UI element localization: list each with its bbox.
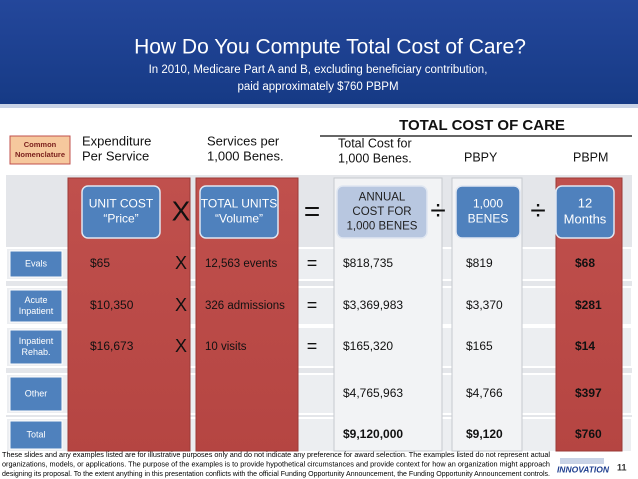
column-header: Per Service (82, 148, 149, 163)
pbpy: $165 (466, 339, 493, 353)
row-label: Inpatient (19, 336, 54, 346)
formula-text: UNIT COST (89, 197, 154, 211)
disclaimer: organizations, models, or applications. … (2, 461, 550, 468)
banner: TOTAL COST OF CARE (399, 117, 565, 134)
formula-text: COST FOR (352, 206, 411, 218)
operator: X (175, 336, 187, 356)
operator: = (307, 253, 318, 273)
unit-cost-box (81, 185, 161, 239)
row-label: Other (25, 388, 48, 398)
column-header: Expenditure (82, 133, 151, 148)
page-number: 11 (617, 462, 627, 472)
title: How Do You Compute Total Cost of Care? (134, 36, 526, 59)
operator: = (307, 336, 318, 356)
total-units-box (199, 185, 279, 239)
row-label: Inpatient (19, 306, 54, 316)
operator: ÷ (530, 194, 545, 225)
units: 326 admissions (205, 300, 285, 312)
nomenclature-box (9, 135, 71, 165)
row-label-box (9, 250, 63, 278)
column-header: Common (24, 140, 57, 149)
formula-text: “Price” (103, 212, 138, 226)
row-label: Evals (25, 258, 48, 268)
row-label: Total (26, 429, 45, 439)
annual-cost-box (336, 185, 428, 239)
row-label: Rehab. (21, 347, 50, 357)
formula-text: Months (564, 211, 607, 226)
pbpy: $819 (466, 256, 493, 270)
annual-cost: $818,735 (343, 256, 393, 270)
column-header: 1,000 Benes. (207, 148, 284, 163)
pbpy: $4,766 (466, 386, 503, 400)
column-header: Services per (207, 133, 280, 148)
formula-text: “Volume” (215, 212, 263, 226)
operator: = (307, 295, 318, 315)
operator: X (172, 195, 191, 226)
column-header: PBPM (573, 150, 608, 164)
row-label-box (9, 329, 63, 365)
operator: ÷ (430, 194, 445, 225)
units: 12,563 events (205, 258, 278, 270)
formula-text: BENES (468, 212, 509, 226)
benes-box (455, 185, 521, 239)
operator: X (175, 295, 187, 315)
pbpm: $397 (575, 386, 602, 400)
row-label: Acute (24, 295, 47, 305)
content: How Do You Compute Total Cost of Care? In… (2, 36, 638, 479)
annual-cost: $4,765,963 (343, 386, 403, 400)
logo-mark (560, 458, 604, 464)
months-box (555, 185, 615, 239)
operator: X (175, 253, 187, 273)
annual-cost: $165,320 (343, 339, 393, 353)
pbpy: $3,370 (466, 298, 503, 312)
pbpm: $68 (575, 256, 595, 270)
row-label-box (9, 376, 63, 412)
pbpy: $9,120 (466, 427, 503, 441)
column-header: Nomenclature (15, 150, 65, 159)
price: $16,673 (90, 339, 134, 353)
row-label-box (9, 289, 63, 323)
logo: INNOVATION (557, 464, 610, 474)
subtitle: paid approximately $760 PBPM (237, 81, 398, 93)
disclaimer: These slides and any examples listed are… (2, 452, 550, 459)
annual-cost: $3,369,983 (343, 298, 403, 312)
disclaimer: designing its proposal. To the extent an… (2, 471, 550, 478)
price: $65 (90, 256, 110, 270)
formula-text: TOTAL UNITS (201, 197, 277, 211)
pbpm: $760 (575, 427, 602, 441)
price: $10,350 (90, 298, 134, 312)
formula-text: ANNUAL (359, 192, 406, 204)
column-header: Total Cost for (338, 136, 412, 150)
formula-text: 1,000 BENES (347, 221, 418, 233)
column-header: PBPY (464, 150, 498, 164)
units: 10 visits (205, 341, 247, 353)
pbpm: $281 (575, 298, 602, 312)
formula-text: 1,000 (473, 197, 503, 211)
subtitle: In 2010, Medicare Part A and B, excludin… (149, 64, 488, 76)
pbpm: $14 (575, 339, 595, 353)
row-label-box (9, 420, 63, 450)
operator: = (304, 195, 320, 226)
header-band (0, 0, 638, 104)
annual-cost: $9,120,000 (343, 427, 403, 441)
formula-text: 12 (578, 195, 592, 210)
column-header: 1,000 Benes. (338, 151, 412, 165)
header-rule (0, 104, 638, 108)
